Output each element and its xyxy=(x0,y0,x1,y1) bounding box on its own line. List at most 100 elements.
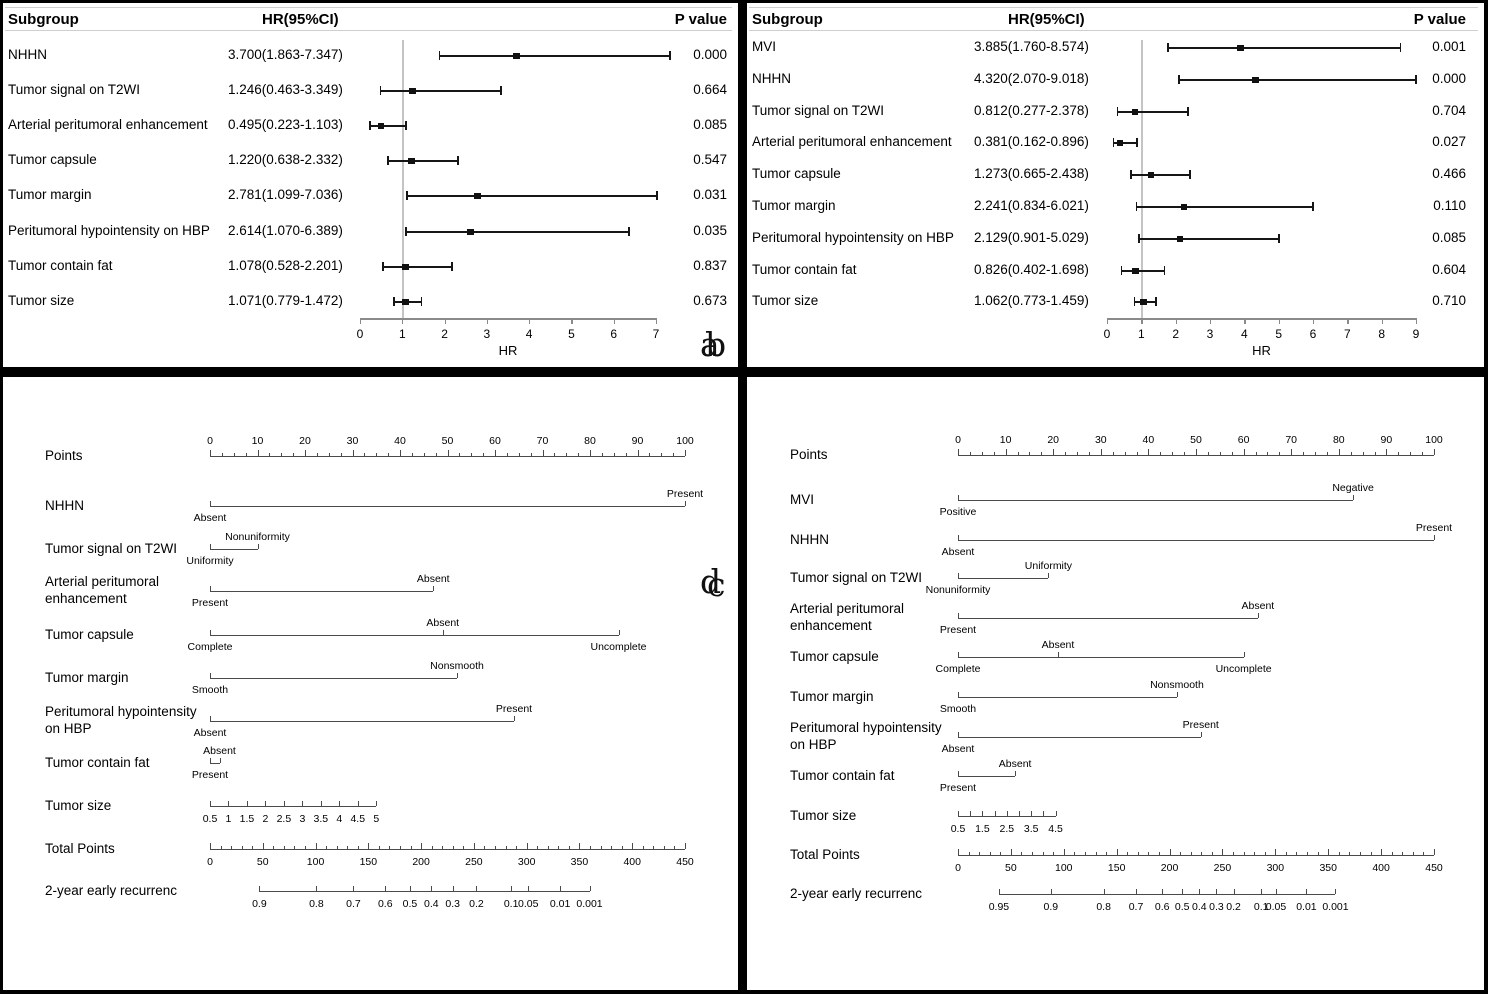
factor-level-label: Absent xyxy=(1041,639,1075,651)
total-points-minor-tick xyxy=(1074,851,1076,855)
points-minor-tick xyxy=(1041,451,1043,455)
total-points-tick-label: 200 xyxy=(412,856,430,868)
total-points-minor-tick xyxy=(357,845,359,849)
total-points-minor-tick xyxy=(674,845,676,849)
total-points-tick-label: 0 xyxy=(207,856,213,868)
factor-level-label: Absent xyxy=(193,512,227,524)
numeric-tick xyxy=(265,801,267,806)
total-points-minor-tick xyxy=(1264,851,1266,855)
forest-row-p-value: 0.031 xyxy=(693,187,727,202)
factor-level-tick xyxy=(1015,771,1017,776)
factor-level-tick xyxy=(210,630,211,635)
nomogram-row-label: enhancement xyxy=(790,618,872,633)
total-points-minor-tick xyxy=(336,845,338,849)
total-points-minor-tick xyxy=(1053,851,1055,855)
point-estimate-marker xyxy=(1116,139,1124,146)
forest-row-p-value: 0.085 xyxy=(1432,230,1466,245)
total-points-minor-tick xyxy=(1391,851,1393,855)
points-major-tick xyxy=(1148,449,1150,455)
forest-row-label: Tumor margin xyxy=(8,187,92,202)
factor-level-tick xyxy=(1200,732,1202,737)
ci-cap-high xyxy=(456,156,459,165)
points-minor-tick xyxy=(1184,451,1186,455)
total-points-minor-tick xyxy=(1148,851,1150,855)
forest-row-hr-ci: 0.812(0.277-2.378) xyxy=(974,103,1089,118)
points-major-tick xyxy=(958,449,959,455)
factor-level-label: Present xyxy=(495,703,533,715)
factor-level-tick xyxy=(958,535,959,540)
numeric-tick xyxy=(246,801,248,806)
x-axis-tick-label: 0 xyxy=(356,327,364,341)
points-major-tick xyxy=(1005,449,1007,455)
points-tick-label: 90 xyxy=(1380,434,1393,446)
total-points-tick-label: 0 xyxy=(955,862,961,874)
points-tick-label: 10 xyxy=(999,434,1012,446)
factor-level-label: Nonuniformity xyxy=(925,584,991,596)
total-points-minor-tick xyxy=(431,845,433,849)
ci-cap-low xyxy=(382,262,384,271)
nomogram-row-label: on HBP xyxy=(790,737,837,752)
total-points-minor-tick xyxy=(283,845,285,849)
ci-line xyxy=(1167,47,1402,49)
numeric-tick-label: 0.5 xyxy=(950,823,966,835)
ci-line xyxy=(1129,174,1191,176)
total-points-minor-tick xyxy=(1254,851,1256,855)
forest-row-p-value: 0.704 xyxy=(1432,103,1466,118)
x-axis-tick-label: 5 xyxy=(1275,327,1282,341)
forest-row-label: Tumor signal on T2WI xyxy=(752,103,885,118)
factor-level-label: Absent xyxy=(998,758,1032,770)
total-points-minor-tick xyxy=(537,845,539,849)
total-points-minor-tick xyxy=(378,845,380,849)
x-axis-tick xyxy=(1381,318,1383,324)
points-axis-line xyxy=(958,455,1434,456)
ci-line xyxy=(1112,142,1138,144)
ci-line xyxy=(438,55,671,57)
total-points-major-tick xyxy=(1116,849,1118,855)
x-axis-tick xyxy=(1347,318,1349,324)
points-axis-line xyxy=(210,456,685,457)
x-axis-tick xyxy=(529,318,531,324)
x-axis-tick-label: 1 xyxy=(398,327,406,341)
points-minor-tick xyxy=(1410,451,1412,455)
points-minor-tick xyxy=(601,452,603,456)
points-minor-tick xyxy=(388,452,390,456)
factor-level-tick xyxy=(219,758,221,763)
points-tick-label: 100 xyxy=(1425,434,1443,446)
nomogram-row-label: Tumor signal on T2WI xyxy=(790,570,923,585)
factor-level-label: Present xyxy=(939,782,977,794)
probability-tick xyxy=(1136,889,1138,894)
points-tick-label: 50 xyxy=(1190,434,1202,446)
points-minor-tick xyxy=(328,452,330,456)
ci-cap-high xyxy=(1155,297,1158,306)
x-axis-tick xyxy=(444,318,446,324)
probability-tick xyxy=(1261,889,1263,894)
forest-row-label: Tumor capsule xyxy=(752,166,841,181)
total-points-minor-tick xyxy=(484,845,486,849)
forest-row-p-value: 0.673 xyxy=(693,293,727,308)
probability-tick-label: 0.6 xyxy=(1154,901,1170,913)
factor-level-label: Present xyxy=(191,597,229,609)
total-points-minor-tick xyxy=(1296,851,1298,855)
factor-level-label: Uncomplete xyxy=(1215,663,1272,675)
probability-tick xyxy=(476,886,478,891)
points-minor-tick xyxy=(1303,451,1305,455)
points-major-tick xyxy=(1291,449,1293,455)
factor-line xyxy=(958,618,1258,619)
nomogram-row-label: Tumor contain fat xyxy=(45,755,150,770)
total-points-major-tick xyxy=(526,843,528,849)
numeric-tick xyxy=(958,811,959,816)
numeric-tick xyxy=(357,801,359,806)
probability-tick-label: 0.5 xyxy=(1174,901,1190,913)
probability-tick-label: 0.001 xyxy=(576,898,603,910)
total-points-minor-tick xyxy=(516,845,518,849)
probability-tick-label: 0.1 xyxy=(1253,901,1269,913)
probability-tick xyxy=(316,886,318,891)
factor-level-label: Absent xyxy=(941,743,975,755)
forest-row-hr-ci: 1.078(0.528-2.201) xyxy=(228,258,343,273)
panel-divider-horizontal xyxy=(0,367,1488,377)
points-tick-label: 80 xyxy=(584,435,596,447)
probability-tick-label: 0.95 xyxy=(988,901,1010,913)
factor-level-tick xyxy=(958,573,959,578)
numeric-tick xyxy=(1043,811,1045,816)
x-axis-tick-label: 0 xyxy=(1103,327,1111,341)
